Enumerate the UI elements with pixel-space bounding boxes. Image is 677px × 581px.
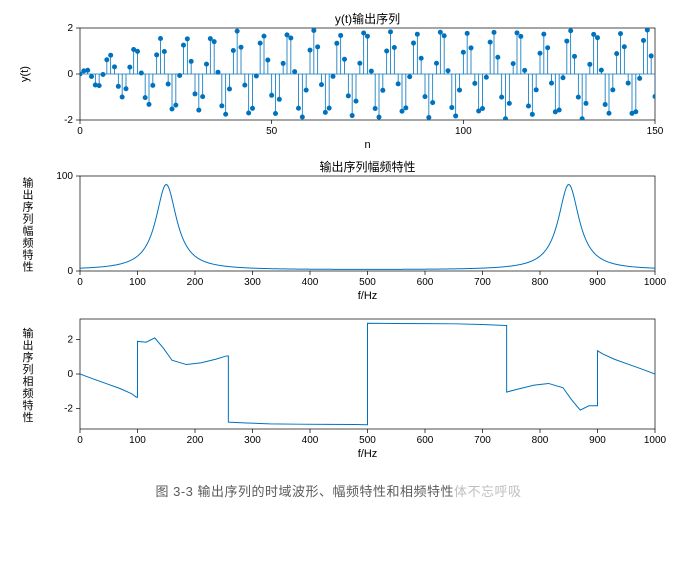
svg-text:0: 0 bbox=[77, 126, 83, 137]
svg-text:600: 600 bbox=[417, 277, 434, 288]
svg-text:800: 800 bbox=[532, 435, 549, 446]
svg-text:100: 100 bbox=[455, 126, 472, 137]
svg-text:出: 出 bbox=[23, 188, 34, 202]
svg-text:f/Hz: f/Hz bbox=[358, 290, 378, 302]
svg-text:1000: 1000 bbox=[644, 435, 667, 446]
svg-text:700: 700 bbox=[474, 277, 491, 288]
svg-text:900: 900 bbox=[589, 277, 606, 288]
svg-text:500: 500 bbox=[359, 435, 376, 446]
svg-text:序: 序 bbox=[23, 200, 34, 214]
svg-text:400: 400 bbox=[302, 277, 319, 288]
svg-text:性: 性 bbox=[23, 410, 34, 424]
magnitude-plot-svg: 0 100 200 300 400 500 600 700 800 900 1000 0 100 输出序列… bbox=[10, 158, 667, 303]
svg-text:150: 150 bbox=[647, 126, 664, 137]
svg-text:y(t)输出序列: y(t)输出序列 bbox=[335, 11, 400, 26]
chart-phase: 0 100 200 300 400 500 600 700 800 900 1000 -2 0 2 f/Hz… bbox=[10, 311, 667, 461]
stem-plot-svg: 0 50 100 150 -2 0 2 y(t)输出序列 n y(t) bbox=[10, 10, 667, 150]
svg-text:400: 400 bbox=[302, 435, 319, 446]
phase-plot-svg: 0 100 200 300 400 500 600 700 800 900 1000 -2 0 2 f/Hz… bbox=[10, 311, 667, 461]
svg-text:0: 0 bbox=[67, 369, 73, 380]
svg-text:300: 300 bbox=[244, 435, 261, 446]
svg-text:性: 性 bbox=[23, 260, 34, 274]
svg-text:频: 频 bbox=[23, 386, 34, 400]
svg-text:0: 0 bbox=[67, 266, 73, 277]
svg-text:序: 序 bbox=[23, 350, 34, 364]
svg-text:-2: -2 bbox=[64, 115, 73, 126]
svg-text:800: 800 bbox=[532, 277, 549, 288]
svg-text:输: 输 bbox=[23, 176, 34, 190]
svg-text:100: 100 bbox=[56, 171, 73, 182]
svg-text:200: 200 bbox=[187, 277, 204, 288]
svg-text:600: 600 bbox=[417, 435, 434, 446]
svg-text:0: 0 bbox=[77, 435, 83, 446]
chart-magnitude: 0 100 200 300 400 500 600 700 800 900 1000 0 100 输出序列… bbox=[10, 158, 667, 303]
figure-caption: 图 3-3 输出序列的时域波形、幅频特性和相频特性体不忘呼吸 bbox=[10, 481, 667, 500]
svg-text:y(t): y(t) bbox=[19, 66, 31, 82]
svg-text:相: 相 bbox=[23, 375, 34, 388]
svg-text:f/Hz: f/Hz bbox=[358, 448, 378, 460]
svg-text:900: 900 bbox=[589, 435, 606, 446]
svg-text:-2: -2 bbox=[64, 403, 73, 414]
svg-text:500: 500 bbox=[359, 277, 376, 288]
chart-ytime: 0 50 100 150 -2 0 2 y(t)输出序列 n y(t) bbox=[10, 10, 667, 150]
svg-text:300: 300 bbox=[244, 277, 261, 288]
svg-text:出: 出 bbox=[23, 338, 34, 352]
svg-text:输: 输 bbox=[23, 326, 34, 340]
svg-text:频: 频 bbox=[23, 236, 34, 250]
svg-text:列: 列 bbox=[23, 212, 34, 226]
svg-text:0: 0 bbox=[77, 277, 83, 288]
svg-text:列: 列 bbox=[23, 362, 34, 376]
svg-text:1000: 1000 bbox=[644, 277, 667, 288]
svg-text:特: 特 bbox=[23, 248, 34, 262]
caption-text: 图 3-3 输出序列的时域波形、幅频特性和相频特性 bbox=[155, 484, 454, 499]
svg-text:2: 2 bbox=[67, 23, 73, 34]
svg-text:700: 700 bbox=[474, 435, 491, 446]
svg-text:2: 2 bbox=[67, 335, 73, 346]
caption-suffix: 体不忘呼吸 bbox=[454, 484, 522, 499]
svg-text:0: 0 bbox=[67, 69, 73, 80]
svg-text:输出序列幅频特性: 输出序列幅频特性 bbox=[319, 159, 415, 174]
svg-text:200: 200 bbox=[187, 435, 204, 446]
svg-text:100: 100 bbox=[129, 435, 146, 446]
svg-text:n: n bbox=[364, 139, 370, 150]
svg-text:幅: 幅 bbox=[23, 225, 34, 238]
svg-text:50: 50 bbox=[266, 126, 278, 137]
svg-text:特: 特 bbox=[23, 398, 34, 412]
svg-text:100: 100 bbox=[129, 277, 146, 288]
